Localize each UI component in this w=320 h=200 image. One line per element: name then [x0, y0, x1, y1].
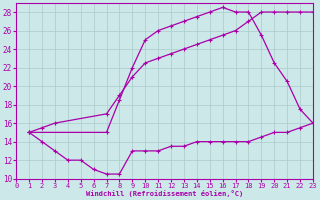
X-axis label: Windchill (Refroidissement éolien,°C): Windchill (Refroidissement éolien,°C) — [86, 190, 243, 197]
